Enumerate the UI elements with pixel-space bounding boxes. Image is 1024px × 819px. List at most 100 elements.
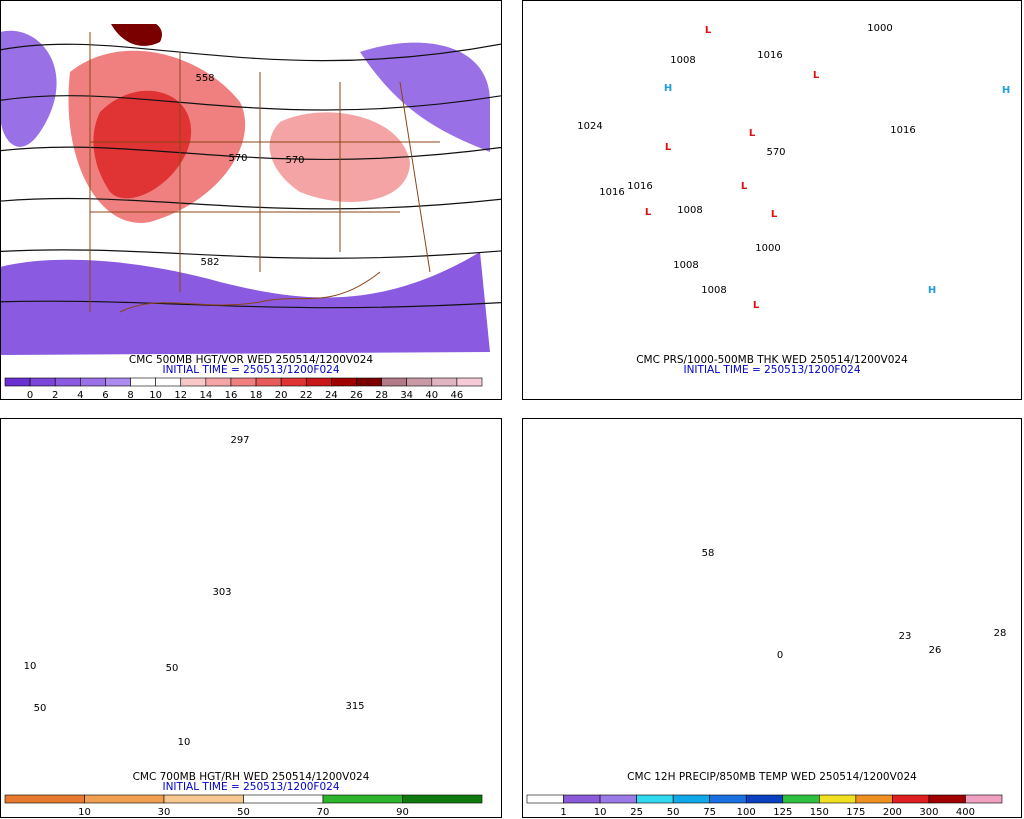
colorbar-label: 150 xyxy=(810,807,829,818)
contour-label: 1016 xyxy=(627,181,652,192)
pressure-center: L xyxy=(645,207,652,218)
colorbar-label: 26 xyxy=(350,390,363,401)
contour-label: 0 xyxy=(777,650,783,661)
colorbar-label: 2 xyxy=(52,390,58,401)
field xyxy=(602,500,692,577)
map xyxy=(512,12,1024,350)
panel-frame xyxy=(0,0,502,400)
colorbar-label: 6 xyxy=(102,390,108,401)
colorbar-label: 10 xyxy=(149,390,162,401)
field xyxy=(160,440,330,506)
colorbar-segment xyxy=(105,377,131,387)
field xyxy=(100,453,250,518)
field xyxy=(922,736,1012,772)
colorbar-segment xyxy=(4,794,85,804)
caption-title: CMC 700MB HGT/RH WED 250514/1200V024 xyxy=(133,771,370,783)
pressure-center: H xyxy=(664,83,672,94)
colorbar-label: 22 xyxy=(300,390,313,401)
contour-label: 1016 xyxy=(890,125,915,136)
contour-label: 303 xyxy=(212,587,231,598)
contour xyxy=(0,719,512,726)
caption-initial-time: INITIAL TIME = 250513/1200F024 xyxy=(162,364,339,376)
contour-label: 10 xyxy=(24,661,37,672)
caption-title: CMC 12H PRECIP/850MB TEMP WED 250514/120… xyxy=(627,771,917,783)
colorbar-segment xyxy=(745,794,784,804)
map xyxy=(512,430,1024,772)
caption-initial-time: INITIAL TIME = 250513/1200F024 xyxy=(162,781,339,793)
colorbar-label: 20 xyxy=(275,390,288,401)
field xyxy=(360,42,490,152)
pressure-center: L xyxy=(771,209,778,220)
colorbar-segment xyxy=(356,377,382,387)
field xyxy=(278,511,441,656)
contour-label: 1016 xyxy=(757,50,782,61)
caption-title: CMC 500MB HGT/VOR WED 250514/1200V024 xyxy=(129,354,374,366)
field xyxy=(522,430,722,454)
field xyxy=(1,30,57,147)
contour-label: 570 xyxy=(228,153,247,164)
map-bg xyxy=(522,12,1022,350)
colorbar-label: 12 xyxy=(174,390,187,401)
colorbar-segment xyxy=(431,377,458,387)
colorbar-label: 400 xyxy=(956,807,975,818)
contour xyxy=(512,460,1024,479)
colorbar-label: 46 xyxy=(451,390,464,401)
colorbar-segment xyxy=(80,377,106,387)
contour xyxy=(512,719,1024,726)
contour xyxy=(0,668,512,676)
colorbar-segment xyxy=(29,377,56,387)
panel: 297 303 315 10 50 10 50 CMC 700MB HGT/RH WED 25… xyxy=(0,418,512,818)
colorbar-label: 24 xyxy=(325,390,338,401)
colorbar-label: 50 xyxy=(667,807,680,818)
contour-label: 50 xyxy=(166,663,179,674)
colorbar-segment xyxy=(381,377,407,387)
panel-frame xyxy=(522,418,1022,818)
contour-label: 1008 xyxy=(673,260,698,271)
colorbar-segment xyxy=(855,794,893,804)
colorbar-label: 25 xyxy=(630,807,643,818)
colorbar-segment xyxy=(205,377,232,387)
field xyxy=(842,556,892,595)
contour-label: 297 xyxy=(230,435,249,446)
colorbar-segment xyxy=(782,794,820,804)
contour xyxy=(512,94,1024,110)
contour xyxy=(1,197,501,210)
colorbar-segment xyxy=(456,377,483,387)
colorbar-label: 28 xyxy=(375,390,388,401)
colorbar-label: 4 xyxy=(77,390,83,401)
colorbar-label: 34 xyxy=(400,390,413,401)
colorbar-label: 16 xyxy=(225,390,238,401)
field xyxy=(420,578,472,714)
borders xyxy=(612,32,962,312)
contour xyxy=(0,460,512,479)
caption-initial-time: INITIAL TIME = 250513/1200F024 xyxy=(683,364,860,376)
panel: 558 570 570 582 CMC 500MB HGT/VOR WED 250514… xyxy=(0,0,502,401)
caption-title: CMC PRS/1000-500MB THK WED 250514/1200V0… xyxy=(636,354,908,366)
colorbar-segment xyxy=(322,794,403,804)
colorbar-segment xyxy=(672,794,710,804)
panel-frame xyxy=(0,418,502,818)
contour-label: 26 xyxy=(929,645,942,656)
field xyxy=(111,24,162,46)
colorbar-label: 100 xyxy=(737,807,756,818)
contour-label: 582 xyxy=(200,257,219,268)
colorbar-segment xyxy=(892,794,930,804)
colorbar-segment xyxy=(709,794,747,804)
colorbar-segment xyxy=(84,794,165,804)
colorbar-segment xyxy=(4,377,31,387)
contour xyxy=(0,564,512,577)
contour-label: 10 xyxy=(178,737,191,748)
contour-label: 570 xyxy=(766,147,785,158)
field xyxy=(811,527,942,642)
pressure-center: L xyxy=(665,142,672,153)
colorbar-segment xyxy=(331,377,357,387)
colorbar-label: 75 xyxy=(703,807,716,818)
field xyxy=(928,558,992,701)
colorbar-segment xyxy=(243,794,324,804)
colorbar-label: 50 xyxy=(237,807,250,818)
colorbar-segment xyxy=(402,794,483,804)
map-bg xyxy=(0,430,502,772)
colorbar-label: 10 xyxy=(78,807,91,818)
